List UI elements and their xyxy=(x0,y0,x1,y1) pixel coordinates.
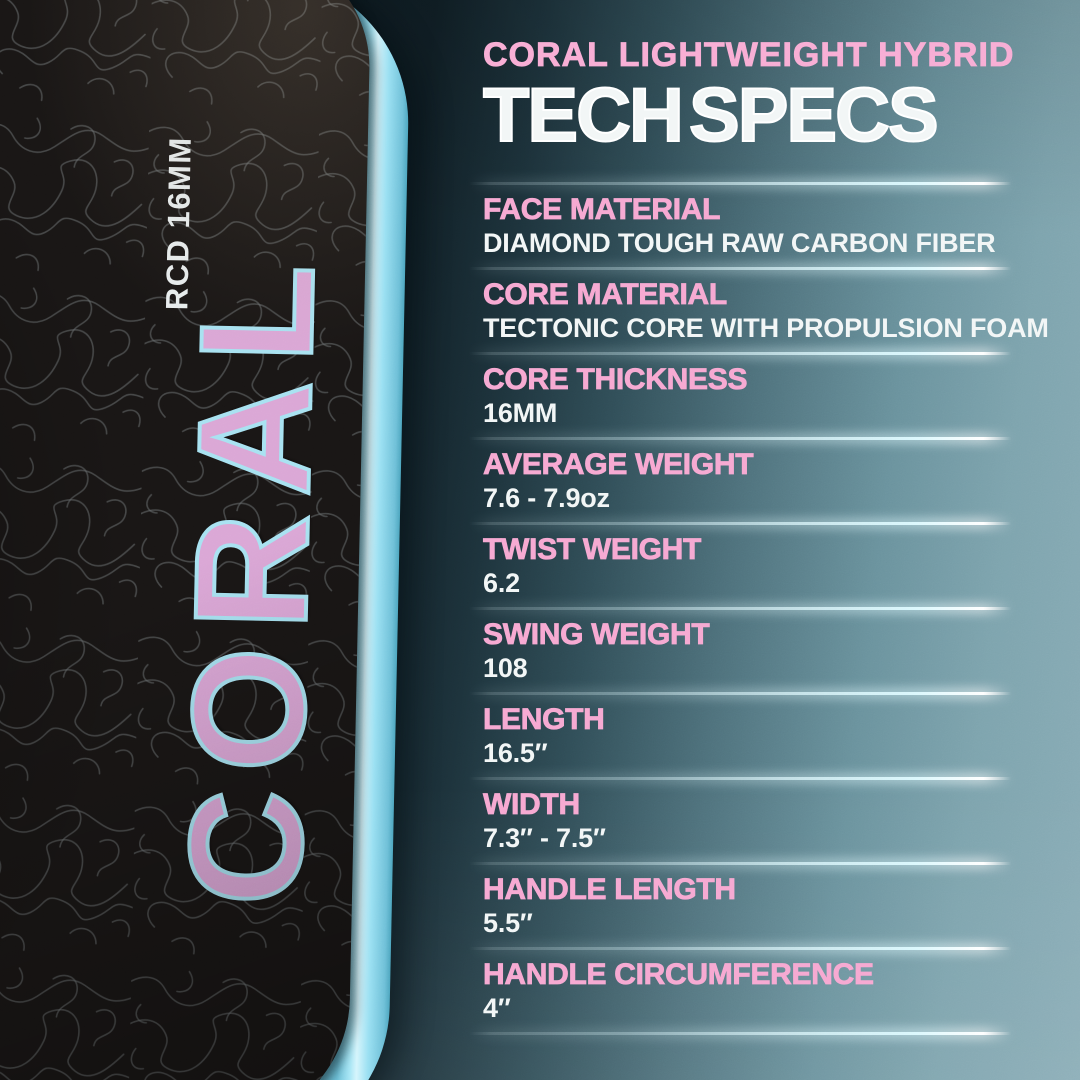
paddle-face: RCD 16MM CORAL xyxy=(0,0,372,1080)
tech-specs-panel: CORAL LIGHTWEIGHT HYBRID TECH SPECS FACE… xyxy=(469,0,1049,1035)
spec-value: 108 xyxy=(483,653,528,683)
spec-label: WIDTH xyxy=(483,788,581,821)
spec-row: SWING WEIGHT 108 xyxy=(483,610,1028,692)
spec-value: 16MM xyxy=(483,398,558,428)
section-divider xyxy=(469,862,1028,865)
spec-label: FACE MATERIAL xyxy=(483,193,721,226)
spec-row: HANDLE CIRCUMFERENCE 4″ xyxy=(483,950,1028,1032)
spec-label: AVERAGE WEIGHT xyxy=(483,448,754,481)
spec-row: CORE MATERIAL TECTONIC CORE WITH PROPULS… xyxy=(483,270,1049,352)
paddle-brand-text: CORAL xyxy=(153,243,350,909)
section-divider xyxy=(469,692,1028,695)
spec-value: TECTONIC CORE WITH PROPULSION FOAM xyxy=(483,313,1049,343)
spec-row: TWIST WEIGHT 6.2 xyxy=(483,525,1028,607)
section-divider xyxy=(469,607,1028,610)
paddle-image: RCD 16MM CORAL xyxy=(0,0,412,1080)
section-divider xyxy=(469,522,1028,525)
spec-label: CORE MATERIAL xyxy=(483,278,728,311)
page-title: TECH SPECS xyxy=(482,73,940,158)
spec-value: 16.5″ xyxy=(483,738,548,768)
spec-value: 4″ xyxy=(483,993,511,1023)
spec-label: CORE THICKNESS xyxy=(483,363,748,396)
spec-value: 6.2 xyxy=(483,568,520,598)
spec-label: SWING WEIGHT xyxy=(483,618,710,651)
section-divider xyxy=(469,777,1028,780)
section-divider xyxy=(469,947,1028,950)
spec-label: HANDLE LENGTH xyxy=(483,873,737,906)
section-divider xyxy=(469,352,1028,355)
section-divider xyxy=(469,267,1028,270)
spec-row: WIDTH 7.3″ - 7.5″ xyxy=(483,780,1028,862)
spec-row: AVERAGE WEIGHT 7.6 - 7.9oz xyxy=(483,440,1028,522)
spec-label: TWIST WEIGHT xyxy=(483,533,702,566)
spec-label: HANDLE CIRCUMFERENCE xyxy=(483,958,875,991)
section-divider xyxy=(469,437,1028,440)
spec-value: 7.3″ - 7.5″ xyxy=(483,823,606,853)
spec-row: CORE THICKNESS 16MM xyxy=(483,355,1028,437)
section-divider xyxy=(469,1032,1028,1035)
spec-value: 5.5″ xyxy=(483,908,533,938)
spec-row: FACE MATERIAL DIAMOND TOUGH RAW CARBON F… xyxy=(483,185,1028,267)
spec-row: LENGTH 16.5″ xyxy=(483,695,1028,777)
section-divider xyxy=(469,182,1028,185)
spec-value: 7.6 - 7.9oz xyxy=(483,483,610,513)
spec-label: LENGTH xyxy=(483,703,606,736)
spec-row: HANDLE LENGTH 5.5″ xyxy=(483,865,1028,947)
spec-value: DIAMOND TOUGH RAW CARBON FIBER xyxy=(483,228,996,258)
header-kicker: CORAL LIGHTWEIGHT HYBRID xyxy=(483,36,1015,75)
